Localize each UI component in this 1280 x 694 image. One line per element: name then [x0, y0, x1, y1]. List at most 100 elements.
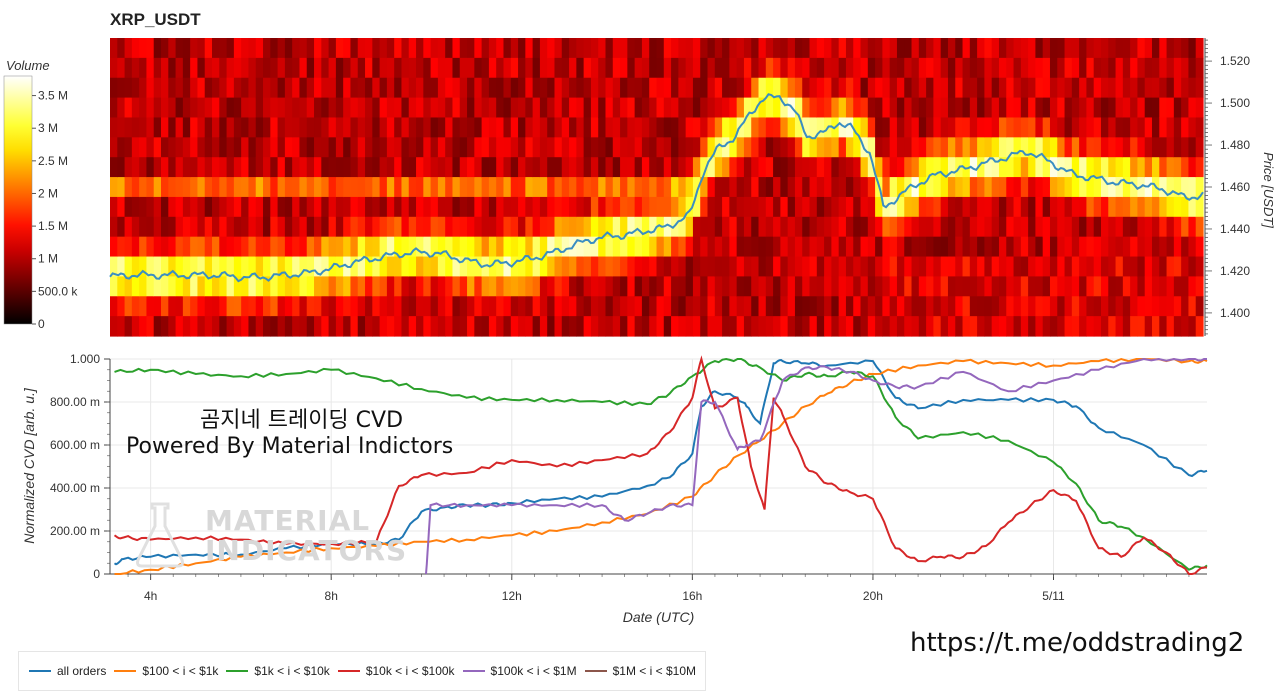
heatmap-cell: [853, 216, 862, 238]
legend-item[interactable]: all orders: [29, 664, 106, 678]
heatmap-cell: [860, 316, 869, 337]
heatmap-cell: [1108, 296, 1117, 317]
heatmap-cell: [1108, 216, 1117, 238]
heatmap-cell: [1173, 196, 1182, 218]
heatmap-cell: [649, 256, 658, 277]
heatmap-cell: [867, 276, 876, 297]
heatmap-cell: [1108, 196, 1117, 218]
heatmap-cell: [408, 216, 417, 238]
heatmap-cell: [1108, 137, 1117, 158]
heatmap-cell: [335, 38, 344, 59]
heatmap-cell: [787, 57, 796, 79]
heatmap-cell: [474, 296, 483, 317]
heatmap-cell: [1028, 236, 1037, 258]
heatmap-cell: [845, 256, 854, 277]
heatmap-cell: [991, 157, 1000, 178]
heatmap-cell: [933, 316, 942, 337]
heatmap-cell: [539, 77, 548, 99]
heatmap-cell: [175, 276, 184, 297]
heatmap-cell: [1151, 157, 1160, 178]
heatmap-cell: [904, 316, 913, 337]
heatmap-cell: [918, 77, 927, 99]
legend-item[interactable]: $10k < i < $100k: [337, 664, 455, 678]
telegram-link[interactable]: https://t.me/oddstrading2: [910, 628, 1245, 658]
heatmap-cell: [153, 276, 162, 297]
heatmap-cell: [576, 296, 585, 317]
heatmap-cell: [503, 57, 512, 79]
heatmap-cell: [926, 137, 934, 158]
heatmap-cell: [853, 117, 862, 138]
heatmap-cell: [751, 316, 760, 337]
heatmap-cell: [277, 196, 286, 218]
heatmap-cell: [1013, 177, 1022, 198]
heatmap-cell: [1028, 38, 1037, 59]
heatmap-cell: [671, 117, 679, 138]
heatmap-cell: [933, 196, 942, 218]
heatmap-cell: [131, 177, 140, 198]
heatmap-cell: [911, 276, 920, 297]
heatmap-cell: [649, 196, 658, 218]
legend-item[interactable]: $1M < i < $10M: [584, 664, 696, 678]
heatmap-cell: [991, 276, 1000, 297]
heatmap-cell: [729, 236, 738, 258]
heatmap-cell: [416, 57, 424, 79]
heatmap-cell: [641, 216, 650, 238]
heatmap-cell: [649, 157, 658, 178]
heatmap-cell: [671, 157, 679, 178]
heatmap-cell: [867, 196, 876, 218]
heatmap-cell: [918, 97, 927, 119]
heatmap-cell: [583, 236, 592, 258]
heatmap-cell: [627, 196, 636, 218]
heatmap-cell: [1137, 316, 1146, 337]
heatmap-cell: [168, 157, 177, 178]
legend-swatch: [114, 670, 137, 672]
heatmap-cell: [219, 216, 228, 238]
heatmap-cell: [867, 38, 876, 59]
heatmap-cell: [867, 177, 876, 198]
heatmap-cell: [962, 216, 971, 238]
heatmap-cell: [416, 316, 424, 337]
heatmap-cell: [306, 256, 315, 277]
heatmap-cell: [962, 38, 971, 59]
heatmap-cell: [824, 77, 832, 99]
heatmap-cell: [423, 196, 432, 218]
legend-item[interactable]: $100 < i < $1k: [114, 664, 218, 678]
heatmap-cell: [722, 137, 730, 158]
cvd-xtick-label: 16h: [682, 589, 702, 603]
heatmap-cell: [532, 196, 541, 218]
heatmap-cell: [882, 256, 891, 277]
heatmap-cell: [940, 296, 949, 317]
heatmap-cell: [641, 137, 650, 158]
heatmap-cell: [124, 57, 133, 79]
heatmap-cell: [561, 196, 570, 218]
heatmap-cell: [481, 177, 490, 198]
heatmap-cell: [394, 57, 403, 79]
heatmap-cell: [503, 38, 512, 59]
heatmap-cell: [649, 117, 658, 138]
heatmap-cell: [612, 196, 621, 218]
heatmap-cell: [474, 38, 483, 59]
heatmap-cell: [904, 276, 913, 297]
heatmap-cell: [139, 57, 148, 79]
heatmap-cell: [692, 236, 701, 258]
heatmap-cell: [1049, 38, 1058, 59]
heatmap-cell: [802, 296, 811, 317]
heatmap-cell: [598, 276, 607, 297]
heatmap-cell: [430, 77, 439, 99]
heatmap-cell: [532, 38, 541, 59]
legend-item[interactable]: $1k < i < $10k: [226, 664, 330, 678]
legend-item[interactable]: $100k < i < $1M: [462, 664, 577, 678]
heatmap-cell: [350, 117, 359, 138]
heatmap-cell: [328, 77, 337, 99]
heatmap-cell: [1144, 38, 1153, 59]
heatmap-cell: [656, 256, 665, 277]
heatmap-cell: [1130, 276, 1139, 297]
heatmap-cell: [241, 117, 250, 138]
heatmap-cell: [1181, 97, 1190, 119]
heatmap-cell: [1020, 216, 1029, 238]
heatmap-cell: [277, 137, 286, 158]
cvd-ytick-label: 1.000: [70, 352, 100, 366]
heatmap-cell: [219, 97, 228, 119]
heatmap-cell: [838, 196, 847, 218]
heatmap-cell: [947, 117, 956, 138]
